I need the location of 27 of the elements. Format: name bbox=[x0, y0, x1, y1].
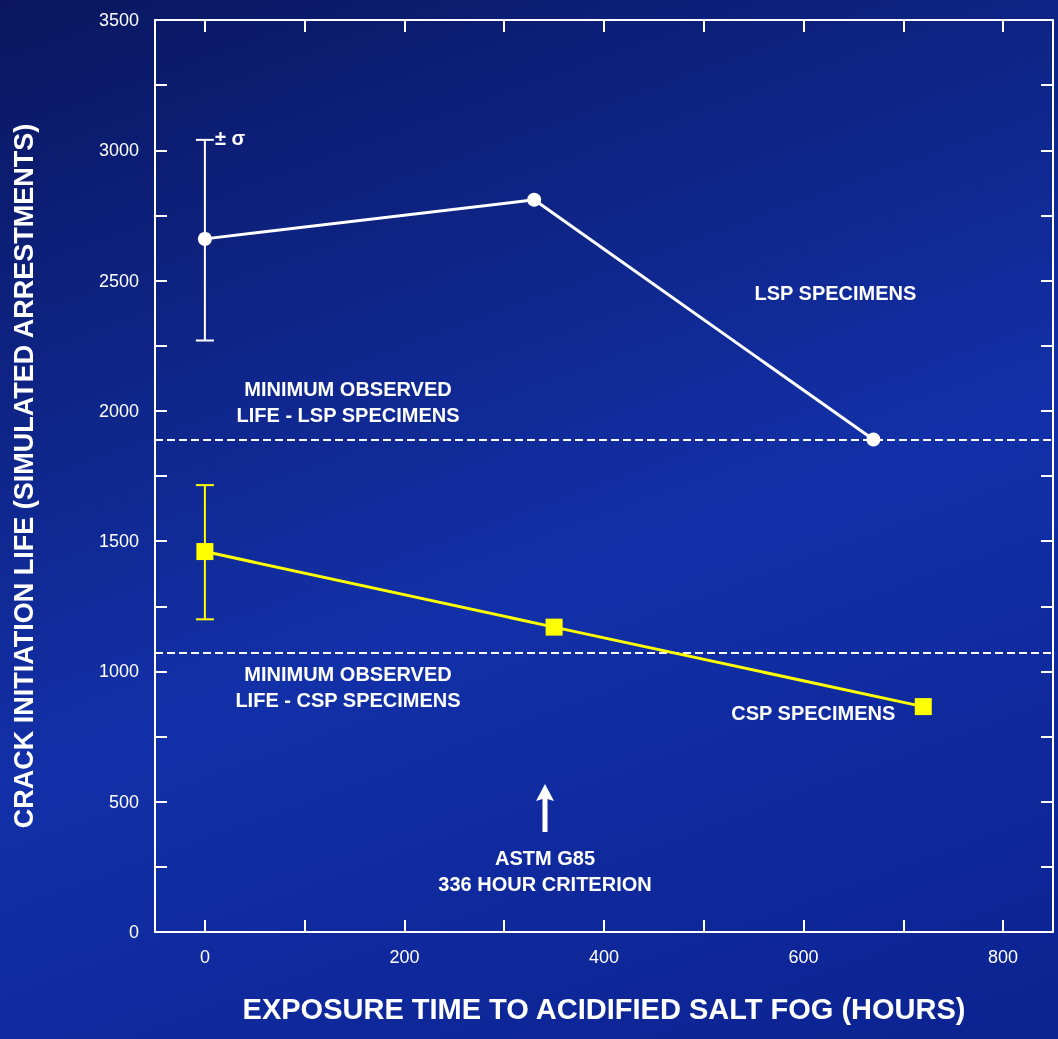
x-tick-label: 0 bbox=[199, 947, 210, 967]
point bbox=[527, 192, 542, 207]
point bbox=[914, 698, 932, 716]
point bbox=[196, 543, 214, 561]
x-tick-label: 800 bbox=[988, 947, 1019, 967]
x-axis-title: EXPOSURE TIME TO ACIDIFIED SALT FOG (HOURS) bbox=[242, 992, 966, 1025]
y-axis-title: CRACK INITIATION LIFE (SIMULATED ARRESTMENTS) bbox=[8, 123, 39, 829]
y-tick-label: 0 bbox=[128, 922, 139, 942]
y-tick-label: 500 bbox=[108, 791, 139, 812]
ref-line-label: MINIMUM OBSERVED LIFE - CSP SPECIMENS bbox=[235, 663, 461, 712]
x-tick-label: 200 bbox=[389, 947, 420, 967]
series-label: CSP SPECIMENS bbox=[731, 702, 896, 725]
x-tick-label: 400 bbox=[588, 947, 620, 967]
y-tick-label: 2000 bbox=[98, 400, 139, 421]
x-tick-label: 600 bbox=[788, 947, 819, 967]
point bbox=[545, 618, 563, 636]
ref-line-label: MINIMUM OBSERVED LIFE - LSP SPECIMENS bbox=[236, 377, 460, 426]
y-tick-label: 3500 bbox=[98, 10, 139, 30]
y-tick-label: 1500 bbox=[98, 531, 139, 552]
text: LSP SPECIMENS bbox=[754, 281, 917, 304]
y-tick-label: 2500 bbox=[98, 270, 139, 291]
point bbox=[866, 432, 881, 447]
y-tick-label: 3000 bbox=[98, 140, 139, 161]
annotation: ASTM G85 336 HOUR CRITERION bbox=[438, 847, 652, 895]
annotation: ± σ bbox=[214, 126, 246, 149]
point bbox=[197, 231, 212, 246]
y-tick-label: 1000 bbox=[98, 661, 139, 682]
